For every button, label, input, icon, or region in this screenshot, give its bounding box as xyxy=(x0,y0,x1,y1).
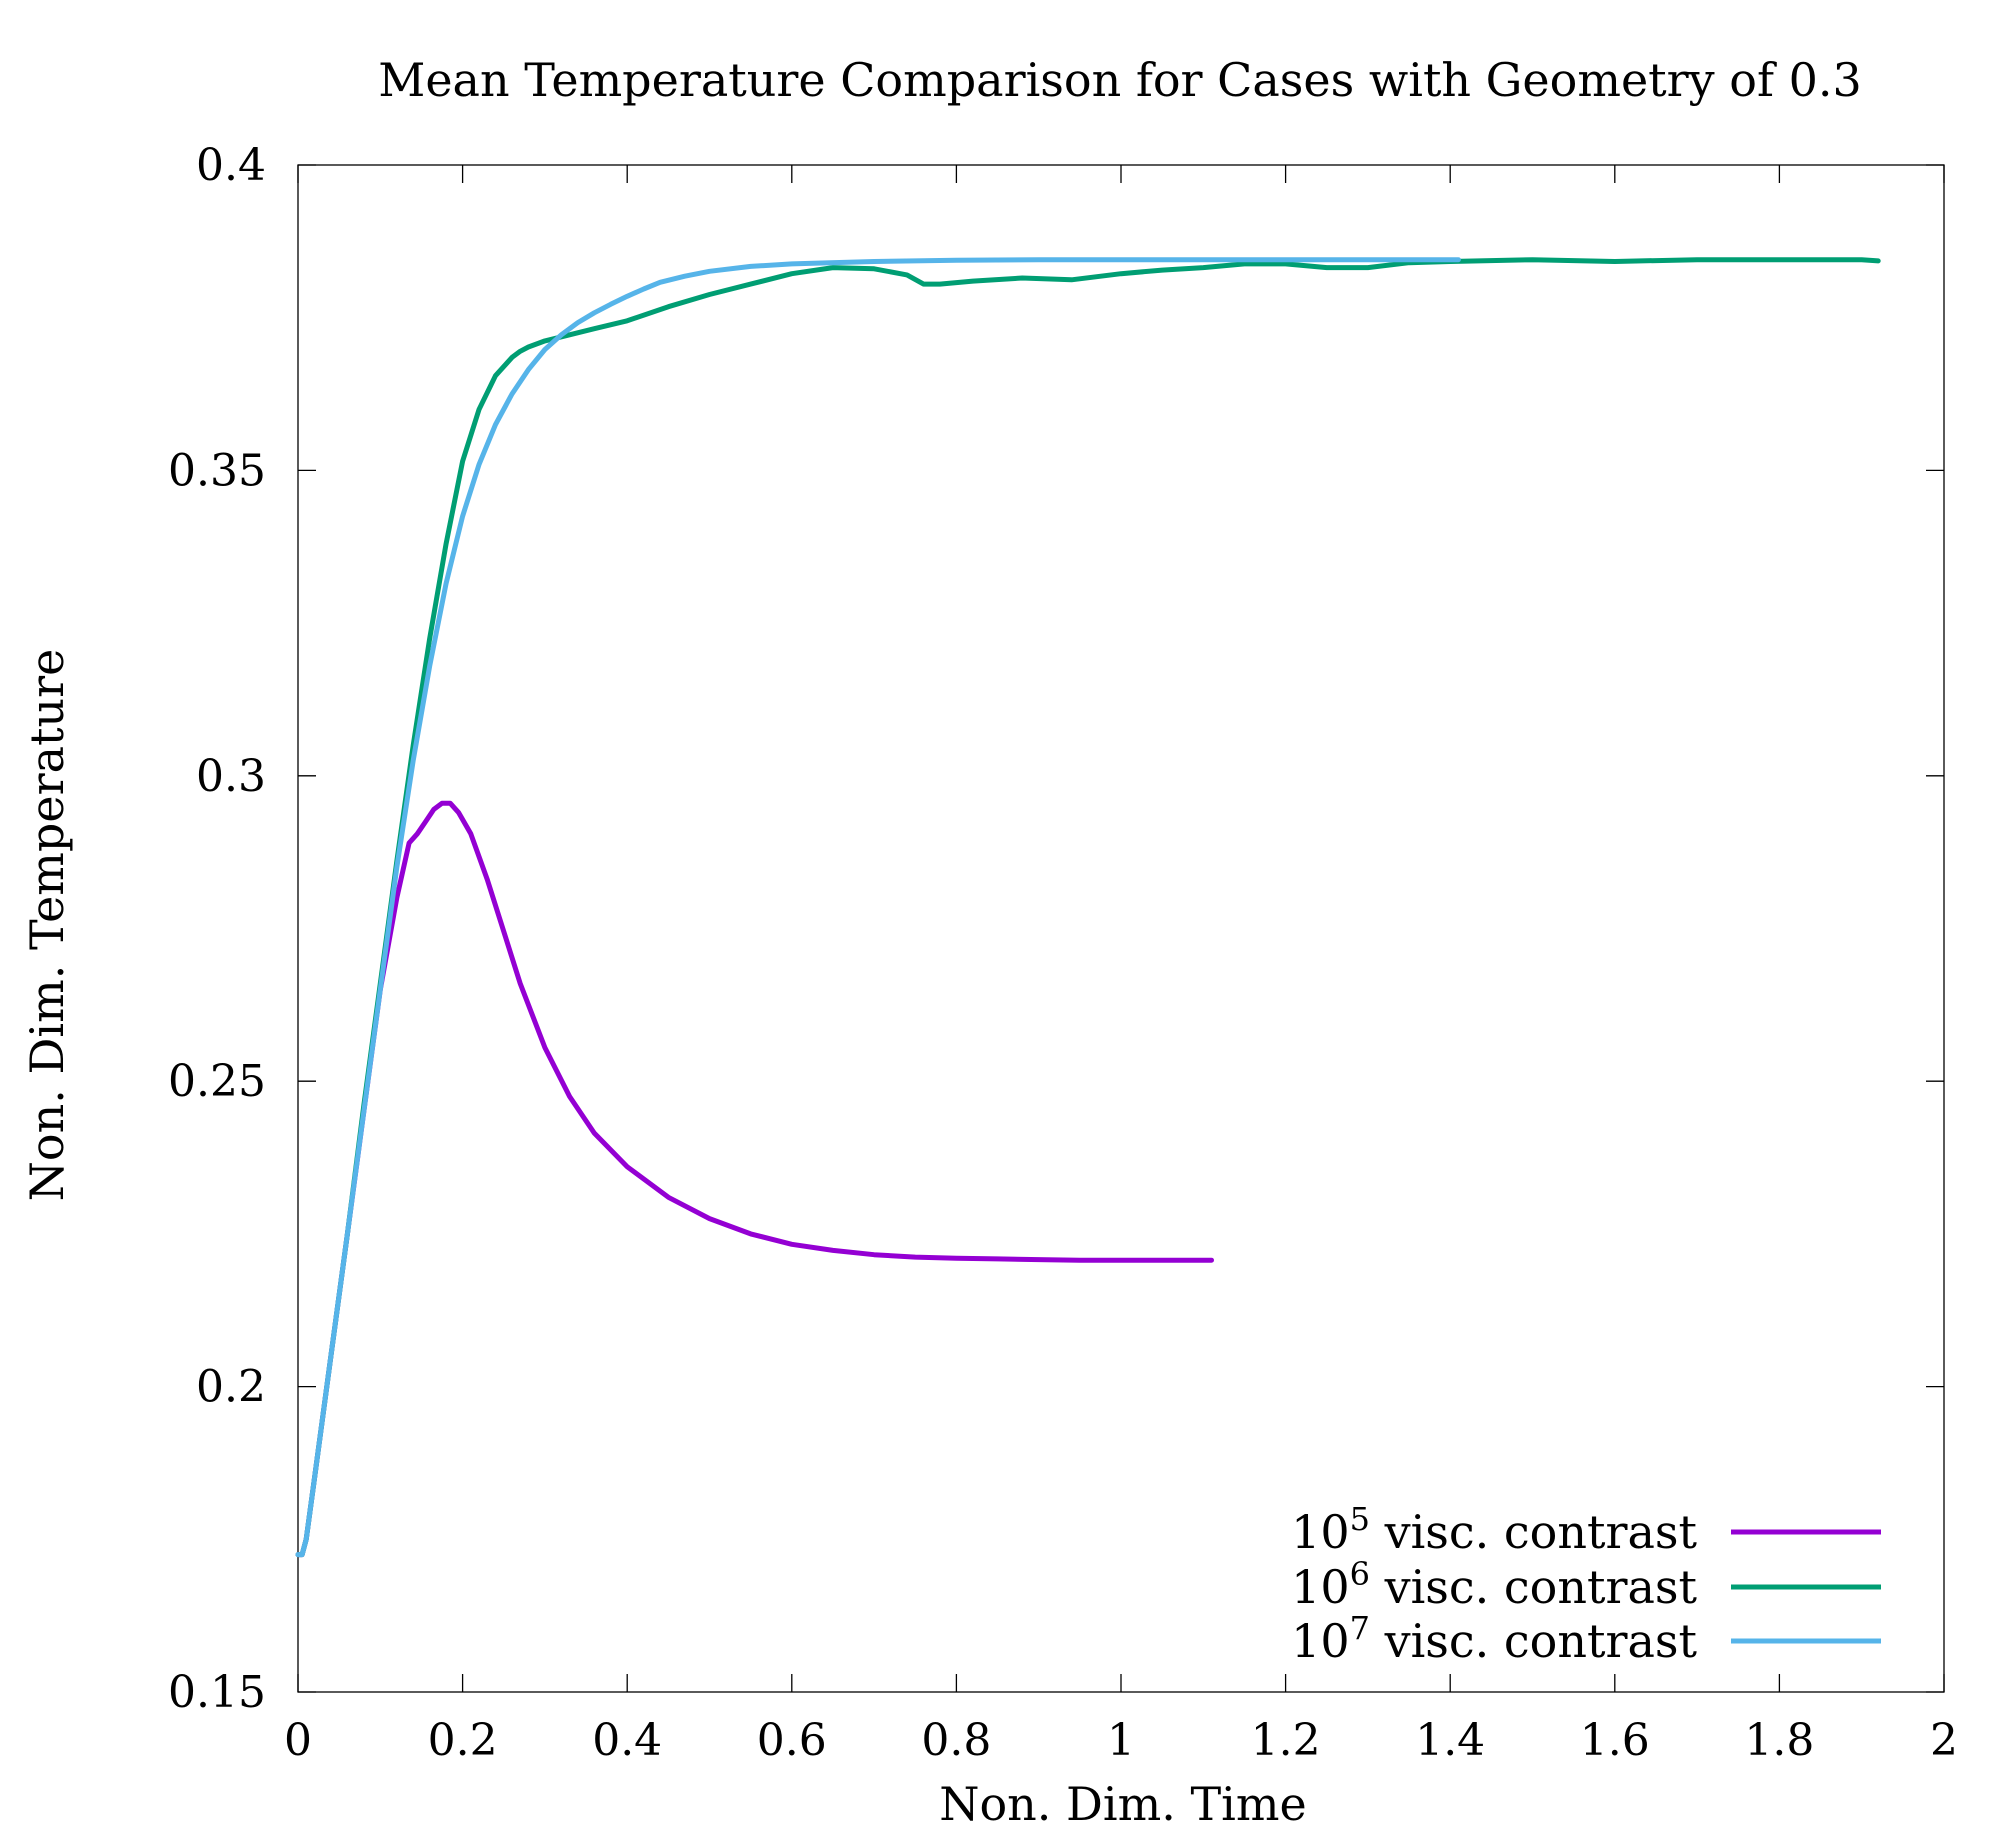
series-lines xyxy=(295,257,1881,1558)
y-tick-label: 0.25 xyxy=(168,1056,266,1107)
x-tick-label: 0.6 xyxy=(757,1715,827,1766)
chart-title: Mean Temperature Comparison for Cases wi… xyxy=(378,53,1862,107)
axis-ticks xyxy=(297,164,1945,1693)
x-tick-label: 1.2 xyxy=(1251,1715,1321,1766)
legend-entry-label: 106 visc. contrast xyxy=(1291,1555,1697,1614)
series-line-3 xyxy=(295,257,1461,1558)
x-tick-label: 1.6 xyxy=(1580,1715,1650,1766)
x-axis-label: Non. Dim. Time xyxy=(939,1777,1307,1831)
x-tick-label: 0.2 xyxy=(428,1715,498,1766)
y-tick-label: 0.2 xyxy=(196,1362,266,1413)
legend-entry-label: 107 visc. contrast xyxy=(1291,1609,1697,1668)
x-tick-label: 1 xyxy=(1107,1715,1135,1766)
y-tick-label: 0.4 xyxy=(196,140,266,191)
x-tick-label: 2 xyxy=(1930,1715,1958,1766)
y-tick-label: 0.15 xyxy=(168,1667,266,1718)
series-line-1 xyxy=(295,800,1214,1558)
legend-entry-label: 105 visc. contrast xyxy=(1291,1500,1697,1559)
x-tick-label: 1.8 xyxy=(1744,1715,1814,1766)
x-tick-label: 0.8 xyxy=(921,1715,991,1766)
y-tick-label: 0.3 xyxy=(196,751,266,802)
x-tick-label: 0 xyxy=(284,1715,312,1766)
y-tick-label: 0.35 xyxy=(168,445,266,496)
axis-tick-labels: 0 0.2 0.4 0.6 0.8 1 1.2 1.4 1.6 1.8 2 0.15 0.2 0.25 0.… xyxy=(168,140,1958,1766)
plot-frame xyxy=(297,164,1945,1693)
series-line-2 xyxy=(295,257,1881,1558)
y-axis-label: Non. Dim. Temperature xyxy=(20,649,74,1202)
x-tick-label: 1.4 xyxy=(1415,1715,1485,1766)
x-tick-label: 0.4 xyxy=(592,1715,662,1766)
